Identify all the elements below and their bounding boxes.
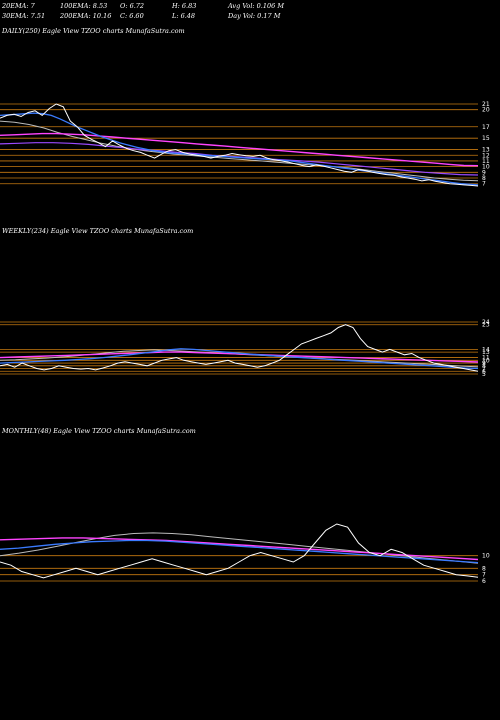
tick-label-9: 8 — [482, 175, 486, 182]
tick-label-0: 10 — [482, 553, 490, 560]
tick-label-2: 14 — [482, 346, 490, 353]
close-stat: C: 6.60 — [120, 12, 144, 20]
tick-label-8: 7 — [482, 366, 486, 373]
ema-pink-line — [0, 537, 479, 561]
tick-label-1: 23 — [482, 322, 490, 329]
tick-label-3: 6 — [482, 578, 486, 585]
price-line — [0, 324, 479, 372]
ema-pink-line — [0, 351, 479, 363]
low-stat: L: 6.48 — [172, 12, 196, 20]
ema-gray-line — [0, 532, 479, 564]
daily-chart-title: DAILY(250) Eagle View TZOO charts Munafa… — [2, 27, 185, 35]
tick-label-10: 7 — [482, 181, 486, 188]
ema-blue-line — [0, 539, 479, 564]
ema-gray-line — [0, 120, 479, 182]
tick-label-1: 20 — [482, 107, 490, 114]
tick-label-3: 15 — [482, 135, 490, 142]
open-stat: O: 6.72 — [120, 2, 145, 10]
tick-label-7: 10 — [482, 164, 490, 171]
ema-blue-line — [0, 348, 479, 370]
high-stat: H: 6.83 — [172, 2, 197, 10]
ema-pink-line — [0, 132, 479, 167]
tick-label-8: 9 — [482, 169, 486, 176]
tick-label-0: 21 — [482, 101, 490, 108]
ema200-stat: 200EMA: 10.16 — [60, 12, 112, 20]
tick-label-1: 8 — [482, 565, 486, 572]
avg-vol-stat: Avg Vol: 0.106 M — [228, 2, 285, 10]
weekly-chart-title: WEEKLY(234) Eagle View TZOO charts Munaf… — [2, 227, 194, 235]
tick-label-4: 13 — [482, 147, 490, 154]
tick-label-2: 17 — [482, 124, 490, 131]
tick-label-0: 24 — [482, 319, 490, 326]
ema-blue-line — [0, 112, 479, 186]
price-line — [0, 523, 479, 579]
monthly-chart: 10 876 — [0, 523, 490, 585]
tick-label-2: 7 — [482, 572, 486, 579]
price-line — [0, 103, 479, 187]
tick-label-5: 12 — [482, 152, 490, 159]
ema20-stat: 20EMA: 7 — [2, 2, 35, 10]
tick-label-4: 11 — [482, 355, 490, 362]
ema30-stat: 30EMA: 7.51 — [2, 12, 46, 20]
day-vol-stat: Day Vol: 0.17 M — [228, 12, 281, 20]
tick-label-5: 10 — [482, 357, 490, 364]
tick-label-7: 8 — [482, 363, 486, 370]
tick-label-6: 9 — [482, 360, 486, 367]
tick-label-6: 11 — [482, 158, 490, 165]
ema100-stat: 100EMA: 8.53 — [60, 2, 108, 10]
tick-label-3: 13 — [482, 349, 490, 356]
tick-label-10: 5 — [482, 371, 486, 378]
monthly-chart-title: MONTHLY(48) Eagle View TZOO charts Munaf… — [2, 427, 196, 435]
tick-label-9: 6 — [482, 368, 486, 375]
